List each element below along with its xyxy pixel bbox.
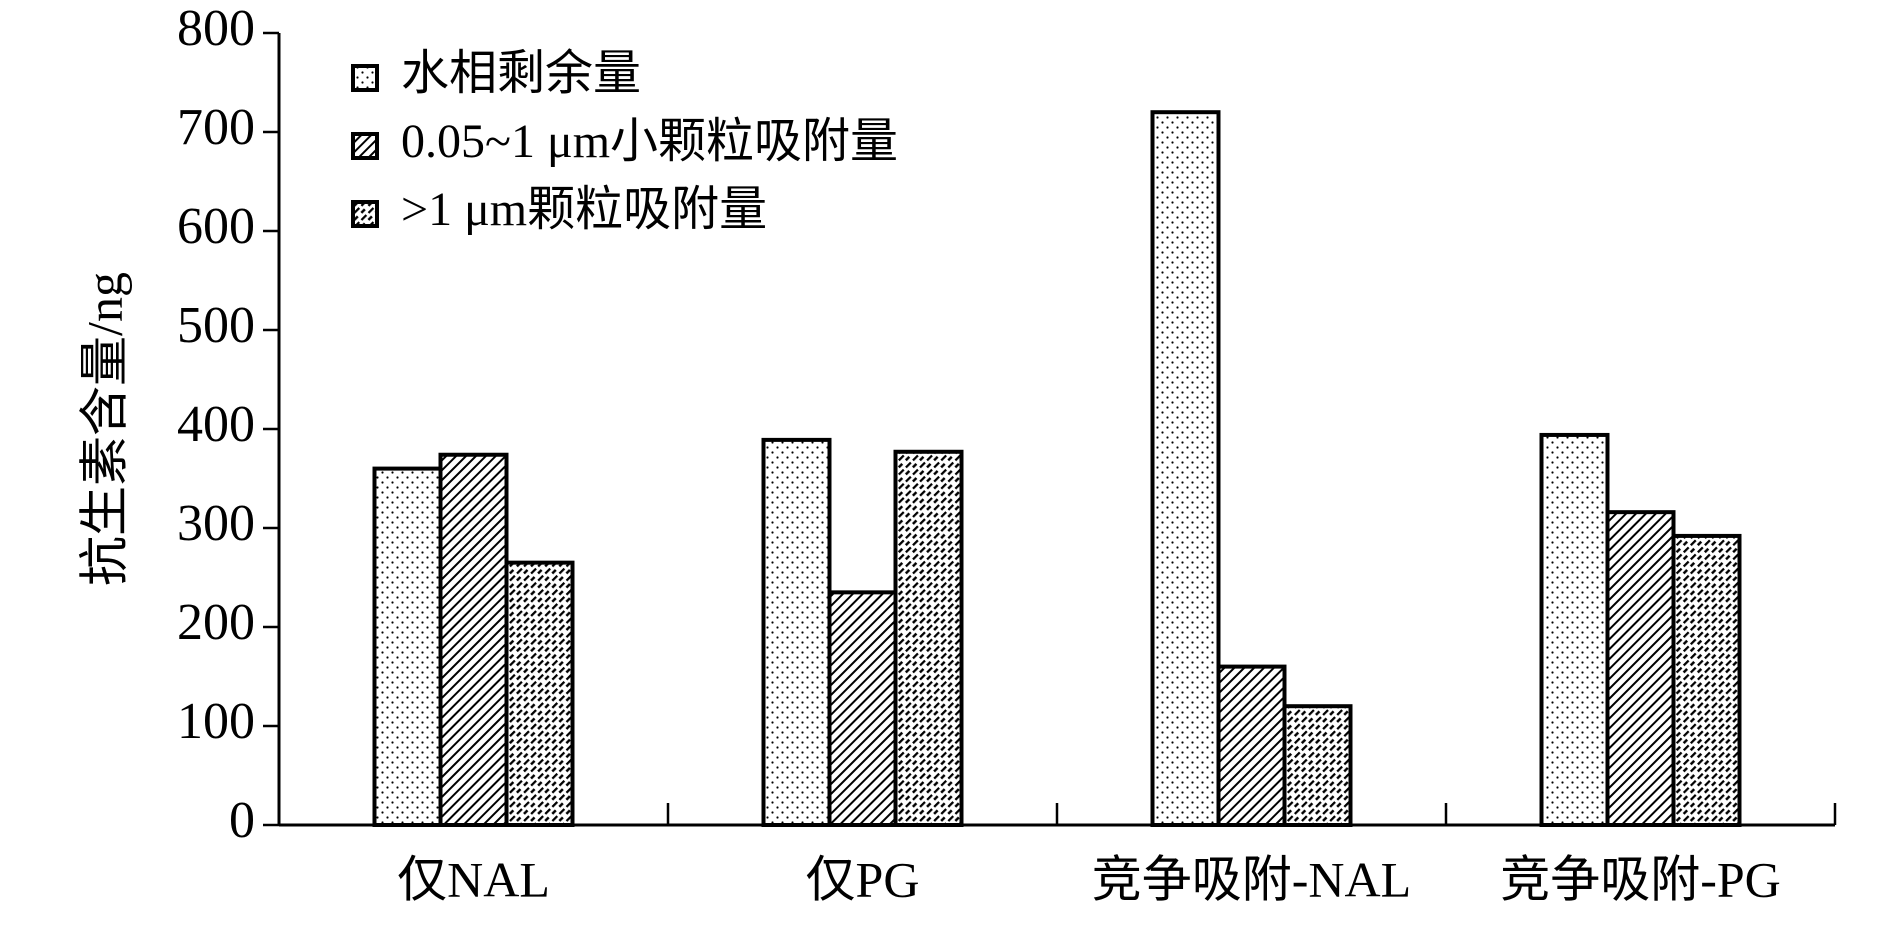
x-tick-label: 仅PG (806, 851, 920, 907)
bar (827, 590, 898, 827)
x-tick-label: 竞争吸附-PG (1500, 851, 1781, 907)
y-tick-label: 700 (177, 99, 255, 156)
bar (1539, 432, 1610, 827)
bar (1282, 704, 1353, 828)
legend-swatch (351, 132, 379, 160)
bar (372, 466, 443, 827)
y-tick-label: 0 (229, 792, 255, 849)
y-tick-label: 500 (177, 297, 255, 354)
y-tick-label: 300 (177, 495, 255, 552)
y-tick-label: 800 (177, 0, 255, 57)
bar (438, 452, 509, 827)
bar (893, 449, 964, 827)
y-tick-label: 600 (177, 198, 255, 255)
legend-label: 0.05~1 μm小颗粒吸附量 (401, 115, 898, 168)
y-tick-label: 100 (177, 693, 255, 750)
x-tick-label: 仅NAL (397, 851, 550, 907)
y-tick-label: 400 (177, 396, 255, 453)
legend-label: >1 μm颗粒吸附量 (401, 183, 767, 236)
y-tick-label: 200 (177, 594, 255, 651)
x-tick-label: 竞争吸附-NAL (1092, 851, 1411, 907)
legend-swatch (351, 64, 379, 92)
y-axis-label: 抗生素含量/ng (76, 272, 132, 586)
bar (761, 437, 832, 827)
bar (1605, 510, 1676, 827)
legend-swatch (351, 200, 379, 228)
bar (1671, 533, 1742, 827)
legend-label: 水相剩余量 (401, 47, 641, 100)
bar (1216, 664, 1287, 827)
bar (1150, 110, 1221, 827)
bar (504, 560, 575, 828)
